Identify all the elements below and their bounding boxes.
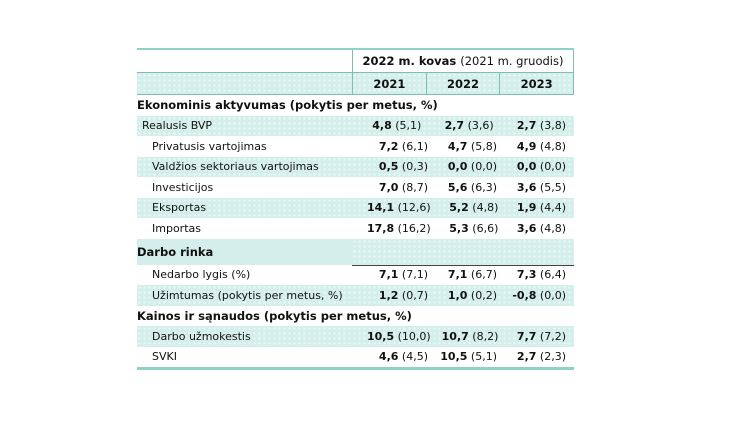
value-cell: 4,8 (5,1) (372, 119, 422, 133)
value-cell: 7,1 (6,7) (447, 268, 497, 282)
year-header: 2021 (352, 73, 426, 94)
pattern (352, 238, 574, 265)
value-cell: 14,1 (12,6) (367, 201, 431, 215)
row-label: Valdžios sektoriaus vartojimas (152, 160, 319, 174)
table-row: Darbo užmokestis 10,5 (10,0) 10,7 (8,2) … (137, 326, 574, 347)
section-header: Darbo rinka (137, 238, 574, 265)
value-cell: 0,0 (0,0) (447, 160, 497, 174)
year-header: 2023 (499, 73, 575, 94)
row-label: Importas (152, 221, 201, 235)
value-cell: 3,6 (4,8) (516, 221, 566, 235)
value-cell: 0,0 (0,0) (516, 160, 566, 174)
table-row: Privatusis vartojimas 7,2 (6,1) 4,7 (5,8… (137, 136, 574, 157)
row-label: Realusis BVP (142, 119, 213, 133)
row-label: Darbo užmokestis (152, 329, 251, 343)
row-label: Privatusis vartojimas (152, 139, 267, 153)
header-period-row: 2022 m. kovas (2021 m. gruodis) (137, 48, 574, 73)
value-cell: 2,7 (3,6) (444, 119, 494, 133)
period-current: 2022 m. kovas (362, 54, 457, 68)
value-cell: 5,2 (4,8) (449, 201, 499, 215)
value-cell: 4,6 (4,5) (378, 350, 428, 364)
value-cell: 7,2 (6,1) (378, 139, 428, 153)
table-row: SVKI 4,6 (4,5) 10,5 (5,1) 2,7 (2,3) (137, 347, 574, 370)
table-row: Nedarbo lygis (%) 7,1 (7,1) 7,1 (6,7) 7,… (137, 265, 574, 286)
value-cell: 10,5 (10,0) (367, 329, 431, 343)
section-header: Ekonominis aktyvumas (pokytis per metus,… (137, 95, 574, 116)
table-row: Užimtumas (pokytis per metus, %) 1,2 (0,… (137, 285, 574, 306)
divider (352, 264, 574, 266)
value-cell: 7,7 (7,2) (516, 329, 566, 343)
table-row: Valdžios sektoriaus vartojimas 0,5 (0,3)… (137, 156, 574, 177)
table-row: Realusis BVP 4,8 (5,1) 2,7 (3,6) 2,7 (3,… (137, 115, 574, 136)
value-cell: 3,6 (5,5) (516, 180, 566, 194)
section-title: Kainos ir sąnaudos (pokytis per metus, %… (137, 308, 412, 323)
table-row: Eksportas 14,1 (12,6) 5,2 (4,8) 1,9 (4,4… (137, 197, 574, 218)
value-cell: 7,0 (8,7) (378, 180, 428, 194)
value-cell: 1,0 (0,2) (447, 288, 497, 302)
value-cell: 5,6 (6,3) (447, 180, 497, 194)
value-cell: 7,1 (7,1) (378, 268, 428, 282)
period-previous: (2021 m. gruodis) (460, 54, 564, 68)
row-label: Investicijos (152, 180, 214, 194)
table-row: Investicijos 7,0 (8,7) 5,6 (6,3) 3,6 (5,… (137, 177, 574, 198)
value-cell: -0,8 (0,0) (512, 288, 566, 302)
period-header: 2022 m. kovas (2021 m. gruodis) (352, 50, 574, 72)
section-title: Ekonominis aktyvumas (pokytis per metus,… (137, 98, 438, 113)
value-cell: 1,2 (0,7) (378, 288, 428, 302)
row-label: Eksportas (152, 201, 207, 215)
value-cell: 17,8 (16,2) (367, 221, 431, 235)
header-years-row: 2021 2022 2023 (137, 73, 575, 95)
row-label: Užimtumas (pokytis per metus, %) (152, 288, 343, 302)
value-cell: 7,3 (6,4) (516, 268, 566, 282)
value-cell: 1,9 (4,4) (516, 201, 566, 215)
value-cell: 10,5 (5,1) (440, 350, 497, 364)
value-cell: 2,7 (3,8) (516, 119, 566, 133)
value-cell: 10,7 (8,2) (441, 329, 499, 343)
value-cell: 4,7 (5,8) (447, 139, 497, 153)
value-cell: 4,9 (4,8) (516, 139, 566, 153)
table-row: Importas 17,8 (16,2) 5,3 (6,6) 3,6 (4,8) (137, 218, 574, 239)
row-label: SVKI (152, 350, 177, 364)
section-header: Kainos ir sąnaudos (pokytis per metus, %… (137, 306, 574, 327)
section-title: Darbo rinka (137, 244, 214, 259)
value-cell: 5,3 (6,6) (449, 221, 499, 235)
value-cell: 0,5 (0,3) (378, 160, 428, 174)
forecast-table: 2022 m. kovas (2021 m. gruodis) 2021 202… (137, 48, 575, 370)
year-header: 2022 (425, 73, 500, 94)
value-cell: 2,7 (2,3) (516, 350, 566, 364)
row-label: Nedarbo lygis (%) (152, 268, 251, 282)
